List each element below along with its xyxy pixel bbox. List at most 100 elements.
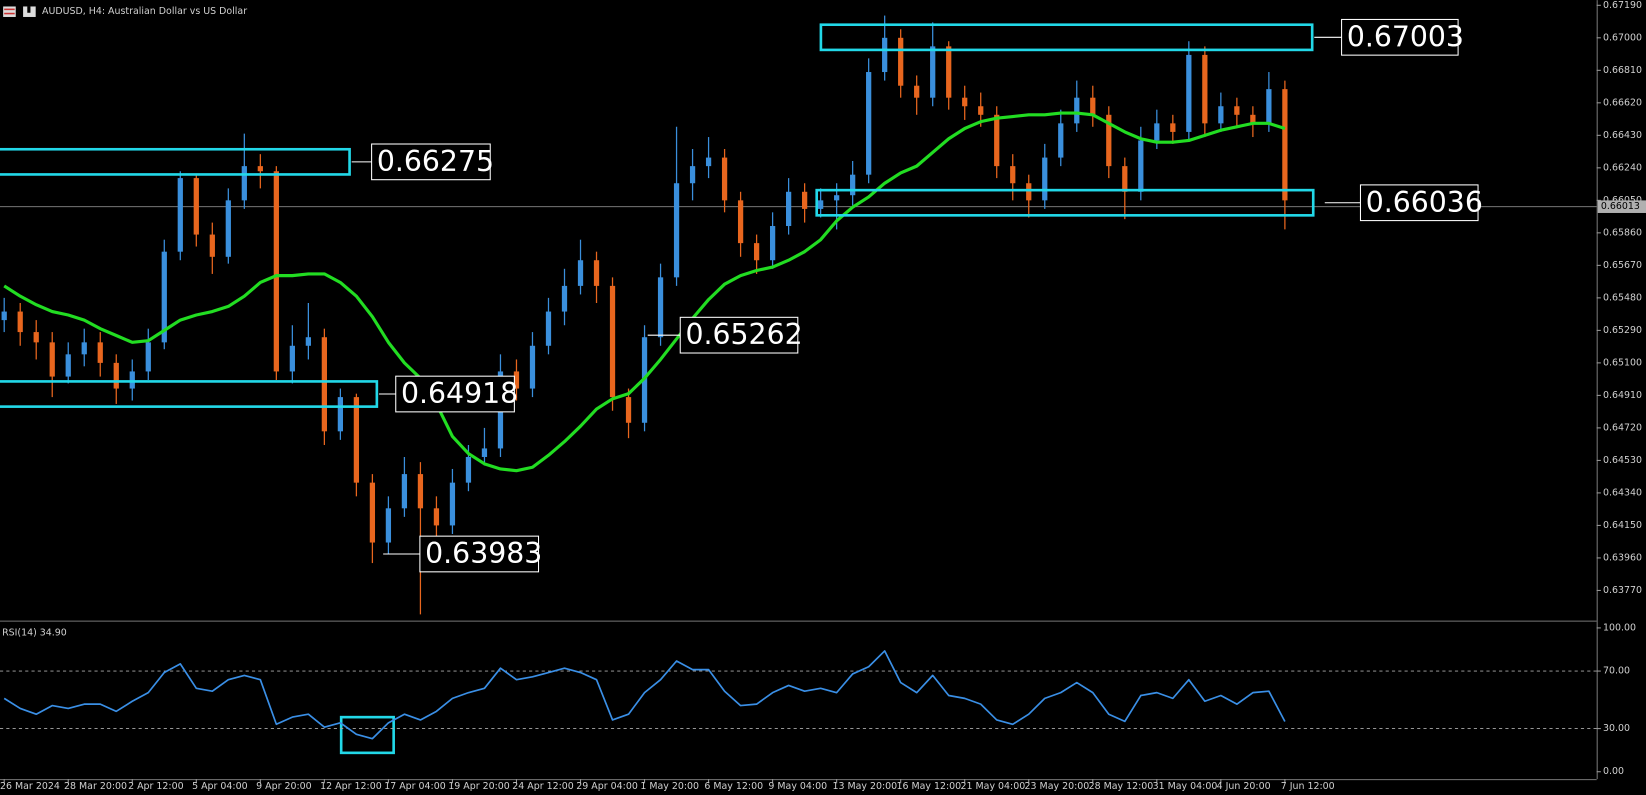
icon [4, 12, 15, 15]
candle-body [1026, 183, 1032, 201]
x-tick-label: 17 Apr 04:00 [384, 781, 446, 792]
y-tick-label: 0.64720 [1603, 422, 1642, 433]
x-tick-label: 28 May 12:00 [1089, 781, 1154, 792]
level-label: 0.67003 [1347, 20, 1464, 53]
candle-body [1154, 123, 1160, 141]
icon [3, 6, 16, 17]
candle-body [369, 482, 376, 543]
candle-body [97, 342, 103, 363]
candle-body [1, 311, 7, 321]
level-box [815, 188, 1315, 217]
candle-body [593, 260, 600, 286]
x-tick-label: 19 Apr 20:00 [448, 781, 510, 792]
y-tick-label: 0.65860 [1603, 227, 1642, 238]
candle-body [1042, 157, 1048, 201]
candle-body [625, 397, 632, 423]
y-tick-label: 70.00 [1603, 666, 1630, 677]
candle-body [177, 178, 183, 252]
candle-body [930, 46, 936, 98]
candle-body [946, 46, 952, 98]
x-tick-label: 13 May 20:00 [832, 781, 897, 792]
candle-body [385, 508, 392, 543]
candle-body [401, 474, 408, 509]
x-tick-label: 21 May 04:00 [961, 781, 1026, 792]
candle-body [834, 195, 840, 201]
candle-body [1122, 166, 1128, 192]
level-label-box [679, 316, 799, 354]
candle-body [769, 226, 776, 261]
candle-body [33, 332, 39, 343]
y-tick-label: 0.67190 [1603, 0, 1642, 11]
candle-body [209, 234, 215, 257]
title-icons [3, 6, 36, 17]
candle-body [689, 166, 696, 184]
level-label-box [395, 375, 515, 413]
candle-body [289, 345, 295, 372]
level-box [0, 380, 379, 408]
y-tick-label: 0.66810 [1603, 65, 1642, 76]
x-tick-label: 4 Jun 20:00 [1217, 781, 1271, 792]
candle-body [225, 200, 231, 257]
x-tick-label: 24 Apr 12:00 [512, 781, 574, 792]
candle-body [1250, 114, 1256, 124]
x-tick-label: 16 May 12:00 [896, 781, 961, 792]
icon [27, 6, 31, 13]
candle-body [465, 456, 472, 483]
level-box [819, 23, 1314, 52]
rsi-line [3, 650, 1286, 740]
x-tick-label: 9 May 04:00 [768, 781, 827, 792]
y-tick-label: 0.63960 [1603, 552, 1642, 563]
candle-body [449, 482, 456, 526]
x-tick-label: 23 May 20:00 [1025, 781, 1090, 792]
y-tick-label: 0.66240 [1603, 162, 1642, 173]
x-tick-label: 2 Apr 12:00 [128, 781, 184, 792]
candle-body [1234, 106, 1240, 115]
candles [1, 15, 1288, 615]
candle-body [577, 260, 584, 286]
candle-body [1170, 123, 1176, 132]
candle-body [1202, 54, 1208, 124]
candle-body [962, 97, 968, 107]
y-tick-label: 0.64150 [1603, 520, 1642, 531]
y-tick-label: 0.64910 [1603, 390, 1642, 401]
candle-body [81, 342, 87, 355]
y-tick-label: 100.00 [1603, 622, 1636, 633]
candle-body [818, 200, 824, 209]
candle-body [850, 174, 856, 196]
current-price-label: 0.66013 [1601, 201, 1640, 212]
candle-body [321, 337, 327, 432]
candle-body [1058, 123, 1064, 158]
candle-body [49, 342, 55, 377]
y-tick-label: 0.00 [1603, 766, 1624, 777]
y-tick-label: 0.65290 [1603, 325, 1642, 336]
candle-body [1266, 89, 1272, 124]
current-price-tag [1597, 200, 1646, 213]
candle-body [1074, 97, 1080, 124]
candle-body [65, 354, 71, 377]
y-tick-label: 0.64340 [1603, 487, 1642, 498]
chart-title: AUDUSD, H4: Australian Dollar vs US Doll… [42, 6, 247, 17]
level-label-box [419, 535, 540, 573]
candle-body [721, 157, 728, 201]
candle-body [113, 362, 119, 389]
x-tick-label: 7 Jun 12:00 [1281, 781, 1335, 792]
candle-body [257, 166, 263, 172]
y-tick-label: 0.66430 [1603, 130, 1642, 141]
candle-body [1282, 89, 1288, 201]
level-label-box [1359, 184, 1479, 222]
candle-body [882, 37, 888, 73]
y-tick-label: 0.65480 [1603, 292, 1642, 303]
x-tick-label: 1 May 20:00 [640, 781, 699, 792]
candle-body [657, 277, 664, 338]
x-tick-label: 6 May 12:00 [704, 781, 763, 792]
candle-body [609, 285, 616, 398]
x-tick-label: 28 Mar 20:00 [64, 781, 127, 792]
candle-body [1218, 106, 1224, 124]
candle-body [129, 371, 135, 389]
x-tick-label: 5 Apr 04:00 [192, 781, 248, 792]
y-tick-label: 0.65670 [1603, 260, 1642, 271]
candle-body [481, 448, 488, 457]
